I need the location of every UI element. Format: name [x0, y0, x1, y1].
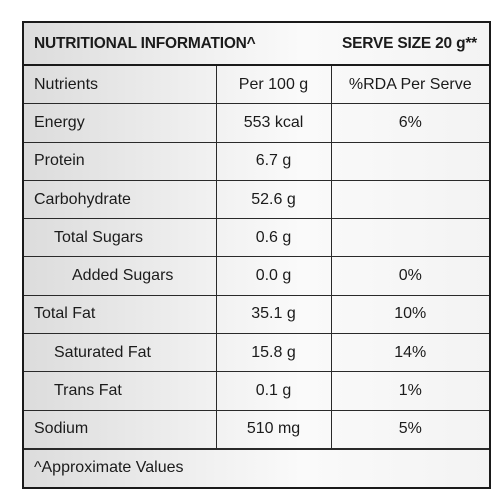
table-row: Sodium 510 mg 5%	[24, 409, 489, 449]
nutrient-name: Total Fat	[24, 294, 217, 335]
nutrient-rda: 14%	[330, 333, 489, 373]
nutrient-name: Protein	[24, 141, 217, 181]
nutrient-name: Trans Fat	[24, 371, 217, 411]
nutrient-rda	[330, 141, 489, 181]
nutrient-rda	[330, 218, 489, 258]
nutrient-name: Added Sugars	[24, 256, 217, 296]
nutrient-per-100g: 35.1 g	[215, 294, 332, 335]
nutrition-label: NUTRITIONAL INFORMATION^ SERVE SIZE 20 g…	[22, 21, 491, 489]
table-row: Energy 553 kcal 6%	[24, 103, 489, 143]
nutrient-rda: 10%	[330, 294, 489, 335]
column-header-per-100g: Per 100 g	[215, 66, 332, 105]
column-header-rda: %RDA Per Serve	[330, 66, 489, 105]
table-row: Total Sugars 0.6 g	[24, 218, 489, 258]
nutrient-per-100g: 0.1 g	[215, 371, 332, 411]
table-row: Total Fat 35.1 g 10%	[24, 294, 489, 335]
table-row: Trans Fat 0.1 g 1%	[24, 371, 489, 411]
nutrient-per-100g: 510 mg	[215, 409, 332, 449]
nutrient-name: Saturated Fat	[24, 333, 217, 373]
nutrient-per-100g: 6.7 g	[215, 141, 332, 181]
nutrient-name: Total Sugars	[24, 218, 217, 258]
column-header-nutrients: Nutrients	[24, 66, 217, 105]
nutrient-per-100g: 0.0 g	[215, 256, 332, 296]
table-header-row: Nutrients Per 100 g %RDA Per Serve	[24, 66, 489, 105]
nutrient-per-100g: 52.6 g	[215, 179, 332, 220]
table-row: Protein 6.7 g	[24, 141, 489, 181]
nutrient-per-100g: 15.8 g	[215, 333, 332, 373]
approximate-note: ^Approximate Values	[34, 458, 184, 476]
serve-size: SERVE SIZE 20 g**	[341, 34, 477, 52]
nutrient-rda: 0%	[330, 256, 489, 296]
table-row: Added Sugars 0.0 g 0%	[24, 256, 489, 296]
nutrient-per-100g: 553 kcal	[215, 103, 332, 143]
table-row: Saturated Fat 15.8 g 14%	[24, 333, 489, 373]
label-footer: ^Approximate Values	[24, 448, 489, 486]
table-row: Carbohydrate 52.6 g	[24, 179, 489, 220]
nutrition-table: Nutrients Per 100 g %RDA Per Serve Energ…	[24, 66, 489, 449]
nutrient-name: Carbohydrate	[24, 179, 217, 220]
nutrient-rda	[330, 179, 489, 220]
nutrient-name: Sodium	[24, 409, 217, 449]
label-title: NUTRITIONAL INFORMATION^	[34, 34, 256, 52]
nutrient-rda: 6%	[330, 103, 489, 143]
nutrient-rda: 1%	[330, 371, 489, 411]
nutrient-rda: 5%	[330, 409, 489, 449]
label-header: NUTRITIONAL INFORMATION^ SERVE SIZE 20 g…	[24, 23, 489, 66]
nutrient-name: Energy	[24, 103, 217, 143]
nutrient-per-100g: 0.6 g	[215, 218, 332, 258]
